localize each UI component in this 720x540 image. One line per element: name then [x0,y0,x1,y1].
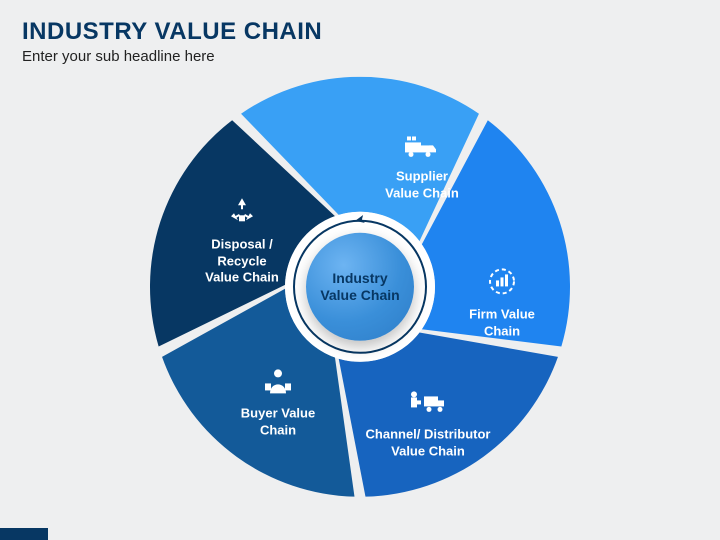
page-subtitle: Enter your sub headline here [22,48,322,65]
center-inner: Industry Value Chain [306,233,414,341]
ring-arrow-icon [351,210,370,229]
page-title: INDUSTRY VALUE CHAIN [22,18,322,46]
center-label-line2: Value Chain [320,287,399,303]
center-label: Industry Value Chain [320,269,399,304]
footer-accent-bar [0,528,48,540]
value-chain-diagram: Industry Value Chain SupplierValue Chain… [150,77,570,497]
center-label-line1: Industry [332,269,387,285]
header: INDUSTRY VALUE CHAIN Enter your sub head… [22,18,322,65]
